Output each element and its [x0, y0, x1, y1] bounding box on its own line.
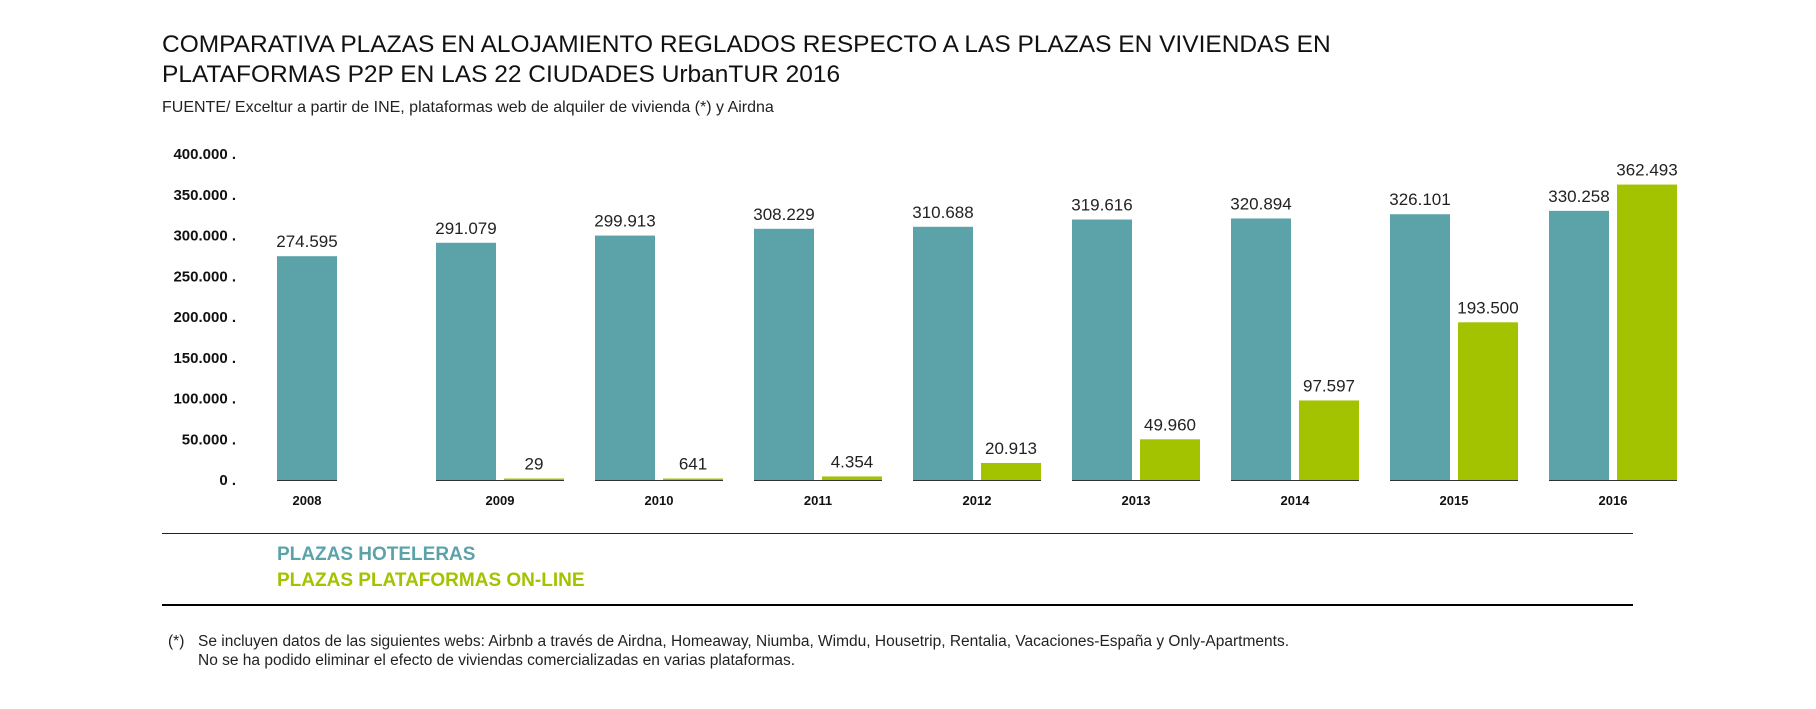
legend-item-online: PLAZAS PLATAFORMAS ON-LINE — [277, 570, 585, 591]
bar — [1072, 219, 1132, 481]
bar — [1390, 214, 1450, 480]
data-label: 320.894 — [1230, 194, 1291, 213]
data-label: 310.688 — [912, 203, 973, 222]
x-tick-label: 2016 — [1599, 493, 1628, 508]
y-tick-label: 350.000 . — [173, 187, 236, 204]
x-tick-label: 2008 — [293, 493, 322, 508]
footnote-divider — [162, 604, 1633, 606]
data-label: 193.500 — [1457, 298, 1518, 317]
x-tick-label: 2009 — [486, 493, 515, 508]
x-tick-label: 2011 — [804, 493, 832, 508]
bar — [822, 476, 882, 480]
bar — [595, 235, 655, 480]
x-tick-label: 2015 — [1440, 493, 1469, 508]
chart-title: COMPARATIVA PLAZAS EN ALOJAMIENTO REGLAD… — [162, 30, 1331, 90]
data-label: 308.229 — [753, 205, 814, 224]
bar — [504, 478, 564, 480]
y-tick-label: 100.000 . — [173, 391, 236, 408]
bar-chart: 0 . 50.000 . 100.000 . 150.000 . 200.000 . 25… — [173, 146, 1677, 508]
chart-title-line-2: PLATAFORMAS P2P EN LAS 22 CIUDADES Urban… — [162, 61, 841, 88]
data-label: 362.493 — [1616, 161, 1677, 180]
footnote-mark: (*) — [168, 633, 185, 650]
y-tick-label: 150.000 . — [173, 350, 236, 367]
bar — [913, 226, 973, 480]
data-label: 330.258 — [1548, 187, 1609, 206]
bar — [754, 228, 814, 480]
data-label: 641 — [679, 455, 707, 474]
bar — [1140, 439, 1200, 480]
bar — [1299, 400, 1359, 480]
footnote-line-2: No se ha podido eliminar el efecto de vi… — [198, 652, 796, 669]
footnote-line-1: Se incluyen datos de las siguientes webs… — [198, 633, 1289, 650]
chart-source: FUENTE/ Exceltur a partir de INE, plataf… — [162, 99, 774, 116]
bar — [1458, 322, 1518, 480]
data-label: 319.616 — [1071, 196, 1132, 215]
y-tick-label: 300.000 . — [173, 228, 236, 245]
legend-item-hoteleras: PLAZAS HOTELERAS — [277, 544, 476, 565]
data-label: 4.354 — [831, 452, 874, 471]
y-tick-label: 400.000 . — [173, 146, 236, 163]
y-tick-label: 200.000 . — [173, 309, 236, 326]
x-tick-label: 2012 — [963, 493, 992, 508]
data-label: 49.960 — [1144, 415, 1196, 434]
data-label: 20.913 — [985, 439, 1037, 458]
y-tick-label: 250.000 . — [173, 268, 236, 285]
data-label: 291.079 — [435, 219, 496, 238]
bar — [1549, 210, 1609, 481]
bar — [1617, 184, 1677, 480]
bar — [436, 242, 496, 480]
bar — [1231, 218, 1291, 481]
bar — [663, 478, 723, 480]
chart-title-line-1: COMPARATIVA PLAZAS EN ALOJAMIENTO REGLAD… — [162, 31, 1331, 58]
data-label: 274.595 — [276, 232, 337, 251]
data-label: 97.597 — [1303, 376, 1355, 395]
data-label: 299.913 — [594, 212, 655, 231]
legend-top-divider — [162, 533, 1633, 534]
x-tick-label: 2014 — [1281, 493, 1311, 508]
x-tick-label: 2013 — [1122, 493, 1151, 508]
y-tick-label: 50.000 . — [182, 431, 236, 448]
data-label: 326.101 — [1389, 190, 1450, 209]
chart-legend: PLAZAS HOTELERAS PLAZAS PLATAFORMAS ON-L… — [277, 542, 585, 594]
x-tick-label: 2010 — [645, 493, 674, 508]
data-label: 29 — [525, 455, 544, 474]
y-tick-label: 0 . — [219, 472, 236, 489]
bar — [277, 256, 337, 480]
bar — [981, 462, 1041, 480]
